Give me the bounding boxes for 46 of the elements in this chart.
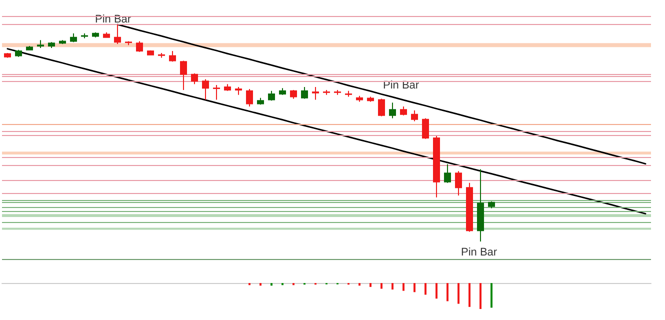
candlestick <box>15 49 22 58</box>
candlestick <box>158 52 165 58</box>
candlestick <box>422 118 429 140</box>
candlestick <box>70 32 77 43</box>
text: Pin Bar <box>461 246 498 258</box>
candlestick <box>136 40 143 52</box>
candlestick <box>356 95 363 102</box>
candlestick <box>411 110 418 122</box>
candlestick <box>180 60 187 91</box>
candlestick <box>235 86 242 96</box>
candlestick <box>59 40 66 45</box>
candlestick <box>477 168 484 242</box>
candlestick <box>268 90 275 102</box>
candlestick <box>466 182 473 232</box>
candlestick <box>455 170 462 196</box>
candlestick <box>301 86 308 100</box>
candlestick <box>400 106 407 116</box>
candlestick <box>334 90 341 96</box>
candlestick <box>433 136 440 198</box>
candlestick <box>147 50 154 56</box>
candlestick <box>345 90 352 98</box>
candlestick <box>4 52 11 58</box>
candlestick <box>26 46 33 51</box>
candlestick <box>103 32 110 38</box>
candlestick <box>389 102 396 119</box>
candlestick <box>312 86 319 100</box>
candlestick <box>488 200 495 209</box>
candlestick <box>191 72 198 85</box>
candlestick <box>257 97 264 106</box>
candlestick <box>378 98 385 117</box>
candlestick <box>224 84 231 92</box>
candlestick <box>290 90 297 100</box>
candlestick <box>279 88 286 96</box>
candlestick <box>367 96 374 102</box>
candlestick <box>213 84 220 100</box>
candlestick <box>125 40 132 46</box>
candlestick <box>81 32 88 39</box>
candlestick <box>48 42 55 48</box>
candlestick <box>37 40 44 48</box>
candlestick <box>169 50 176 62</box>
candlestick <box>323 90 330 96</box>
candlestick <box>114 24 121 45</box>
candlestick <box>202 78 209 100</box>
candlestick <box>246 88 253 108</box>
candlestick <box>444 164 451 184</box>
candlestick <box>92 32 99 38</box>
